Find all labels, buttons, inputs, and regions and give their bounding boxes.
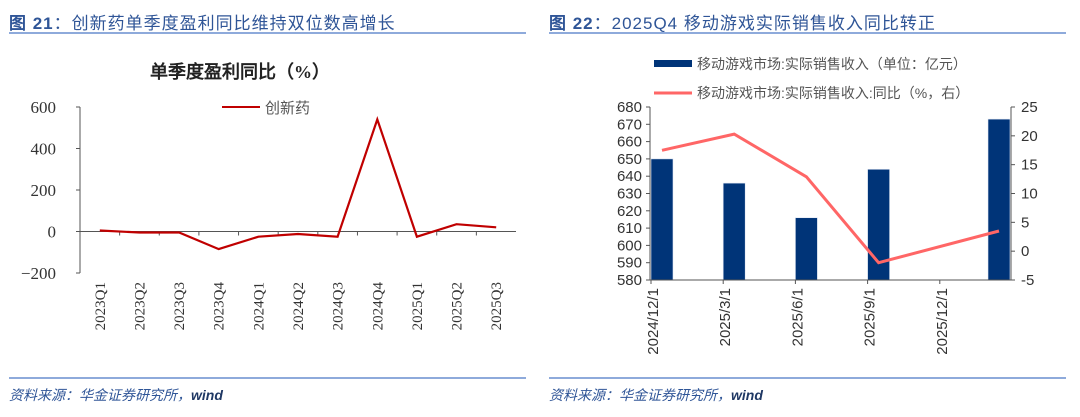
left-figure-number: 图 21 (9, 14, 54, 33)
right-figure-panel: 图 22：2025Q4 移动游戏实际销售收入同比转正 移动游戏市场:实际销售收入… (540, 0, 1080, 417)
right-figure-caption: ：2025Q4 移动游戏实际销售收入同比转正 (593, 14, 936, 33)
left-y-tick-label: 400 (31, 140, 57, 159)
left-y-tick-label: 650 (617, 151, 642, 168)
left-y-tick-label: 0 (48, 223, 57, 242)
left-y-tick-label: 580 (617, 272, 642, 289)
revenue-bar (987, 118, 1011, 281)
right-yoy-line (661, 132, 1000, 265)
left-x-tick-label: 2024Q1 (251, 282, 267, 330)
revenue-bar (722, 182, 746, 281)
left-x-tick-label: 2023Q3 (172, 282, 188, 330)
left-y-tick-label: 640 (617, 168, 642, 185)
right-legend-bar-label: 移动游戏市场:实际销售收入（单位：亿元） (697, 56, 967, 72)
right-bar-series (650, 118, 1011, 281)
right-legend: 移动游戏市场:实际销售收入（单位：亿元） 移动游戏市场:实际销售收入:同比（%，… (654, 56, 969, 101)
right-y-tick-label: 5 (1021, 214, 1029, 231)
left-y-tick-label: −200 (21, 264, 56, 283)
left-x-tick-label: 2023Q4 (212, 282, 228, 331)
left-figure-title: 图 21：创新药单季度盈利同比维持双位数高增长 (9, 9, 396, 34)
right-legend-bar-icon (654, 60, 692, 67)
right-x-tick-label: 2025/12/1 (934, 288, 951, 355)
right-y-tick-label: 25 (1021, 99, 1038, 116)
left-figure-panel: 图 21：创新药单季度盈利同比维持双位数高增长 单季度盈利同比（%） 创新药 −… (9, 9, 526, 403)
right-figure-number: 图 22 (549, 14, 594, 33)
left-x-tick-label: 2023Q2 (132, 282, 148, 330)
left-legend: 创新药 (222, 100, 310, 117)
left-x-tick-label: 2025Q1 (410, 282, 426, 330)
left-y-tick-label: 620 (617, 203, 642, 220)
left-chart-title: 单季度盈利同比（%） (150, 61, 330, 82)
right-y-tick-label: -5 (1021, 272, 1034, 289)
left-y-tick-label: 600 (31, 98, 57, 117)
left-figure-caption: ：创新药单季度盈利同比维持双位数高增长 (53, 14, 396, 33)
left-title-rule (9, 32, 526, 34)
left-x-tick-label: 2024Q3 (331, 282, 347, 330)
right-figure-title: 图 22：2025Q4 移动游戏实际销售收入同比转正 (549, 9, 936, 34)
left-y-tick-label: 680 (617, 99, 642, 116)
right-source-note: 资料来源：华金证券研究所，wind (549, 387, 763, 403)
right-x-tick-label: 2025/9/1 (862, 288, 879, 346)
left-source-note: 资料来源：华金证券研究所，wind (9, 387, 223, 403)
right-y-tick-label: 0 (1021, 243, 1029, 260)
left-y-tick-label: 610 (617, 220, 642, 237)
left-series-line (99, 115, 497, 251)
left-y-tick-label: 590 (617, 255, 642, 272)
right-source-rule (549, 377, 1066, 379)
left-x-axis-labels: 2023Q1 2023Q2 2023Q3 2023Q4 2024Q1 2024Q2 2024… (93, 282, 505, 331)
left-y-tick-label: 630 (617, 186, 642, 203)
left-x-tick-label: 2025Q3 (489, 282, 505, 330)
left-y-tick-label: 670 (617, 116, 642, 133)
right-title-rule (549, 32, 1066, 34)
right-x-tick-label: 2024/12/1 (645, 288, 662, 355)
left-x-tick-label: 2025Q2 (450, 282, 466, 330)
left-y-tick-label: 660 (617, 134, 642, 151)
right-y-tick-label: 20 (1021, 128, 1038, 145)
right-x-tick-label: 2025/6/1 (789, 288, 806, 346)
left-x-tick-label: 2023Q1 (93, 282, 109, 330)
right-y-tick-label: 10 (1021, 186, 1038, 203)
left-x-tick-label: 2024Q4 (370, 282, 386, 331)
left-x-tick-label: 2024Q2 (291, 282, 307, 330)
left-y-tick-label: 600 (617, 237, 642, 254)
right-legend-line-label: 移动游戏市场:实际销售收入:同比（%，右） (697, 85, 969, 101)
right-x-tick-label: 2025/3/1 (717, 288, 734, 346)
left-y-tick-label: 200 (31, 181, 57, 200)
revenue-bar (650, 158, 674, 281)
left-legend-label: 创新药 (265, 100, 310, 117)
left-source-rule (9, 377, 526, 379)
left-axes: −200 0 200 400 600 (21, 98, 516, 283)
revenue-bar (795, 217, 818, 281)
right-y-tick-label: 15 (1021, 157, 1038, 174)
right-x-axis-labels: 2024/12/1 2025/3/1 2025/6/1 2025/9/1 2025/12… (645, 288, 951, 355)
right-combo-chart: 移动游戏市场:实际销售收入（单位：亿元） 移动游戏市场:实际销售收入:同比（%，… (617, 56, 1038, 355)
